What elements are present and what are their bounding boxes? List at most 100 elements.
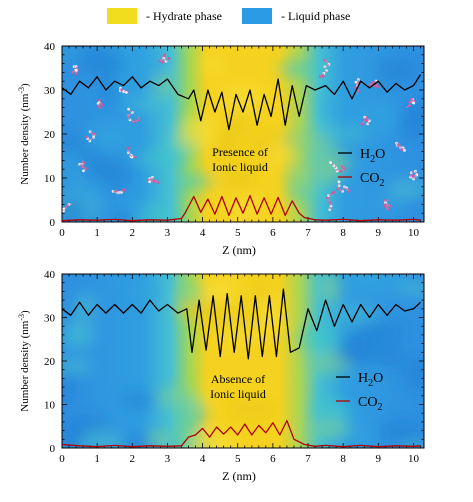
density-blob (211, 128, 239, 161)
density-blob (62, 197, 90, 222)
molecule-atom (339, 169, 342, 173)
molecule-atom (126, 146, 130, 150)
density-blob (376, 340, 405, 369)
x-tick-label: 7 (305, 227, 311, 239)
x-tick-label: 3 (165, 453, 171, 465)
density-blob (378, 418, 424, 447)
molecule-atom (412, 101, 416, 105)
density-blob (277, 59, 325, 78)
density-blob (304, 420, 349, 438)
x-axis-label: Z (nm) (222, 243, 256, 257)
density-blob (362, 274, 410, 296)
y-tick-label: 30 (44, 313, 56, 325)
phase-background (61, 273, 425, 449)
co2-density-line (61, 419, 421, 448)
liquid-phase-label: - Liquid phase (281, 9, 350, 23)
chart-annotation-line1: Presence of (212, 145, 268, 159)
density-blob (134, 150, 184, 167)
y-tick-label: 20 (44, 356, 56, 368)
density-blob (266, 141, 292, 164)
molecule-atom (167, 56, 171, 60)
x-tick-label: 6 (270, 227, 276, 239)
density-blob (285, 163, 315, 199)
density-blob (225, 110, 254, 136)
x-tick-label: 1 (94, 227, 100, 239)
density-blob (170, 396, 207, 432)
density-blob (371, 196, 405, 211)
density-blob (355, 100, 401, 137)
density-blob (297, 323, 343, 354)
y-tick-label: 30 (44, 85, 56, 97)
y-tick-label: 0 (50, 217, 56, 229)
density-blob (387, 178, 424, 200)
molecule-atom (321, 74, 325, 78)
density-blob (323, 125, 367, 142)
x-tick-label: 6 (270, 453, 276, 465)
axis-ticks (61, 273, 424, 449)
molecule-atom (329, 161, 332, 164)
legend-label: H2O (360, 147, 385, 165)
y-tick-label: 20 (44, 129, 56, 141)
y-tick-label: 40 (44, 269, 56, 281)
density-blob (226, 399, 275, 419)
molecule-atom (360, 122, 364, 126)
x-tick-label: 4 (200, 453, 206, 465)
chart-annotation-line2: Ionic liquid (210, 387, 266, 401)
density-blob (77, 429, 122, 448)
legend-label: CO2 (360, 171, 384, 189)
x-tick-label: 0 (59, 453, 65, 465)
density-blob (401, 356, 424, 391)
liquid-phase-swatch (242, 8, 272, 24)
h2o-density-line (61, 74, 422, 131)
molecule-atom (376, 85, 380, 89)
h2o-density-line (61, 288, 421, 360)
x-tick-label: 5 (235, 227, 241, 239)
x-tick-label: 4 (200, 227, 206, 239)
molecule-atom (332, 190, 336, 194)
x-tick-label: 3 (165, 227, 171, 239)
density-texture (62, 46, 424, 222)
density-blob (129, 94, 165, 113)
molecule-atom (354, 80, 358, 84)
density-blob (62, 358, 93, 375)
y-axis-label: Number density (nm-3) (17, 310, 31, 412)
y-axis-label: Number density (nm-3) (17, 83, 31, 185)
molecule-atom (74, 68, 78, 72)
density-blob (318, 274, 342, 304)
density-blob (62, 46, 87, 63)
co2-density-line (61, 194, 421, 222)
legend-label: H2O (358, 371, 383, 389)
chart-annotation-line2: Ionic liquid (212, 160, 268, 174)
x-tick-label: 7 (305, 453, 311, 465)
phase-legend: - Hydrate phase - Liquid phase (107, 8, 350, 24)
density-blob (319, 99, 354, 116)
phase-background (61, 45, 425, 223)
molecule-atom (148, 180, 152, 184)
density-blob (153, 71, 177, 98)
ionic-liquid-molecules (62, 53, 419, 213)
density-blob (397, 108, 424, 141)
legend-label: CO2 (358, 395, 382, 413)
molecule-atom (124, 90, 128, 94)
molecule-atom (403, 148, 406, 152)
x-tick-label: 2 (130, 227, 136, 239)
molecule-atom (100, 103, 104, 107)
x-tick-label: 8 (340, 453, 346, 465)
density-blob (97, 80, 119, 108)
y-tick-label: 40 (44, 41, 56, 53)
density-blob (283, 129, 332, 154)
density-blob (63, 316, 95, 348)
hydrate-phase-label: - Hydrate phase (146, 9, 222, 23)
density-blob (72, 294, 98, 316)
x-tick-label: 8 (340, 227, 346, 239)
density-blob (244, 285, 277, 302)
molecule-atom (127, 107, 130, 111)
molecule-atom (411, 174, 415, 178)
x-tick-label: 1 (94, 453, 100, 465)
molecule-atom (384, 204, 387, 208)
density-blob (62, 371, 77, 407)
x-axis-label: Z (nm) (222, 469, 256, 483)
density-blob (175, 130, 217, 149)
molecule-atom (133, 155, 137, 159)
